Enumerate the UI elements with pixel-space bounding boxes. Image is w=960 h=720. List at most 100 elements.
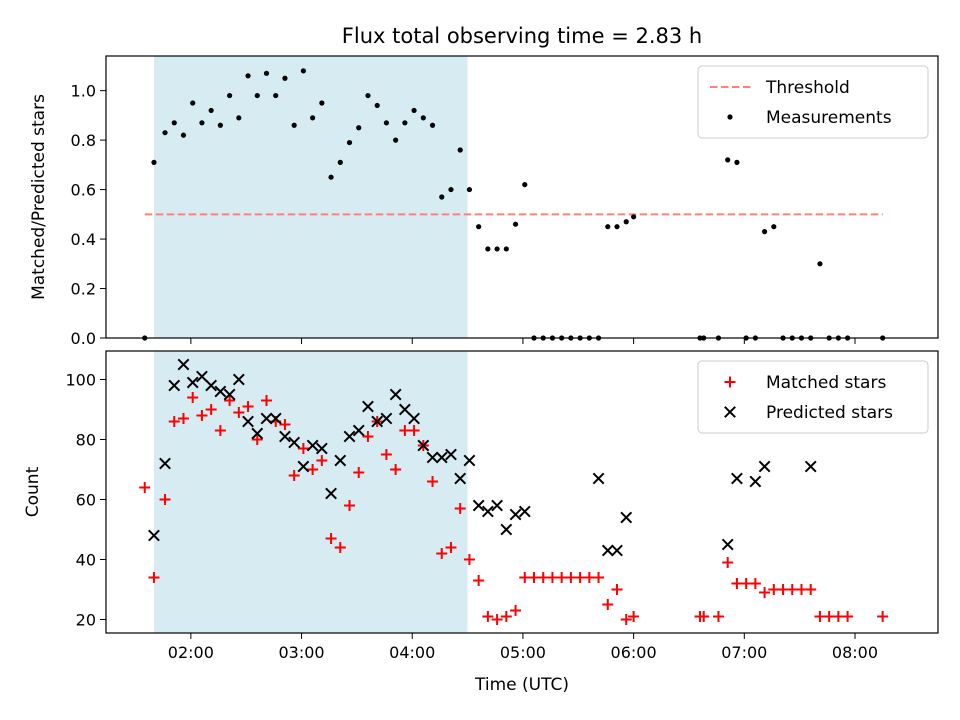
predicted-point xyxy=(343,430,356,443)
measurement-point xyxy=(337,159,343,165)
matched-point xyxy=(749,578,761,589)
legend-label: Measurements xyxy=(766,108,892,128)
predicted-point xyxy=(601,544,614,557)
matched-point xyxy=(832,611,844,622)
matched-point xyxy=(628,611,640,622)
measurement-point xyxy=(227,92,233,99)
matched-point xyxy=(390,464,402,475)
matched-point xyxy=(408,425,420,436)
predicted-point xyxy=(315,442,328,455)
series-measurements xyxy=(142,68,886,341)
measurement-point xyxy=(631,214,637,220)
measurement-point xyxy=(457,147,463,153)
predicted-point xyxy=(417,439,430,452)
predicted-point xyxy=(214,385,227,398)
matched-point xyxy=(380,449,392,460)
shaded-span xyxy=(153,56,468,338)
matched-point xyxy=(814,611,826,622)
measurement-point xyxy=(761,229,768,235)
measurement-point xyxy=(411,107,417,114)
y-tick-label: 20 xyxy=(76,611,96,630)
predicted-point xyxy=(509,508,522,521)
predicted-point xyxy=(288,436,301,449)
measurement-point xyxy=(420,115,426,121)
measurement-point xyxy=(151,159,157,165)
top-axes-frame xyxy=(105,55,939,339)
matched-point xyxy=(786,584,798,595)
predicted-point xyxy=(500,523,513,536)
measurement-point xyxy=(236,115,242,121)
bottom-panel: 20 40 60 80 100 02:00 03:00 04:00 05:00 06:00 07:0… xyxy=(23,350,939,695)
measurement-point xyxy=(346,139,353,146)
predicted-point xyxy=(804,460,817,473)
predicted-point xyxy=(232,373,245,386)
predicted-point xyxy=(620,511,633,524)
predicted-point xyxy=(408,412,420,425)
measurement-point xyxy=(383,120,390,126)
matched-point xyxy=(177,413,189,424)
measurement-point xyxy=(263,70,270,76)
matched-point xyxy=(297,443,309,454)
y-tick-label: 60 xyxy=(76,491,96,510)
measurement-point xyxy=(503,246,509,252)
predicted-point xyxy=(297,460,310,473)
measurement-point xyxy=(291,122,297,128)
legend-dot-swatch xyxy=(727,114,733,120)
matched-point xyxy=(528,572,540,583)
measurement-point xyxy=(374,102,380,109)
matched-point xyxy=(731,578,743,589)
measurement-point xyxy=(429,122,436,128)
measurement-point xyxy=(771,224,777,230)
predicted-point xyxy=(242,415,254,428)
measurement-point xyxy=(439,194,445,200)
bottom-legend: Matched stars Predicted stars xyxy=(697,360,929,434)
matched-point xyxy=(491,614,503,625)
predicted-point xyxy=(721,538,734,551)
legend-item: Matched stars xyxy=(724,373,886,393)
matched-point xyxy=(187,392,199,403)
predicted-point xyxy=(352,424,365,437)
predicted-point xyxy=(205,379,218,392)
predicted-point xyxy=(371,415,384,428)
matched-point xyxy=(260,395,272,406)
measurement-point xyxy=(282,75,288,81)
legend-item: Predicted stars xyxy=(724,403,893,423)
measurement-point xyxy=(817,261,823,267)
predicted-point xyxy=(334,454,347,467)
measurement-point xyxy=(448,186,454,193)
legend-label: Predicted stars xyxy=(766,403,893,423)
measurement-point xyxy=(476,224,482,230)
matched-point xyxy=(196,410,208,421)
matched-point xyxy=(842,611,854,622)
matched-point xyxy=(362,431,374,442)
matched-point xyxy=(759,587,771,598)
x-tick-label: 06:00 xyxy=(611,643,657,662)
y-tick-label: 40 xyxy=(76,551,96,570)
predicted-point xyxy=(389,388,402,401)
matched-point xyxy=(877,611,889,622)
matched-point xyxy=(500,611,512,622)
matched-point xyxy=(307,464,319,475)
measurement-point xyxy=(734,159,740,165)
matched-point xyxy=(777,584,789,595)
measurement-point xyxy=(614,224,620,230)
legend-item: Threshold xyxy=(710,78,850,98)
predicted-point xyxy=(518,505,531,518)
matched-point xyxy=(519,572,531,583)
measurement-point xyxy=(319,100,325,106)
matched-point xyxy=(436,548,448,559)
measurement-point xyxy=(310,115,316,121)
matched-point xyxy=(325,533,337,544)
measurement-point xyxy=(402,120,408,126)
y-tick-label: 0.6 xyxy=(71,181,96,200)
predicted-point xyxy=(731,472,743,485)
matched-point xyxy=(823,611,835,622)
predicted-point xyxy=(611,544,623,557)
measurement-point xyxy=(605,224,611,230)
matched-point xyxy=(712,611,724,622)
legend-label: Threshold xyxy=(765,78,850,98)
measurement-point xyxy=(512,221,519,227)
matched-point xyxy=(805,584,817,595)
top-y-axis-label: Matched/Predicted stars xyxy=(29,94,49,300)
predicted-point xyxy=(186,376,199,389)
